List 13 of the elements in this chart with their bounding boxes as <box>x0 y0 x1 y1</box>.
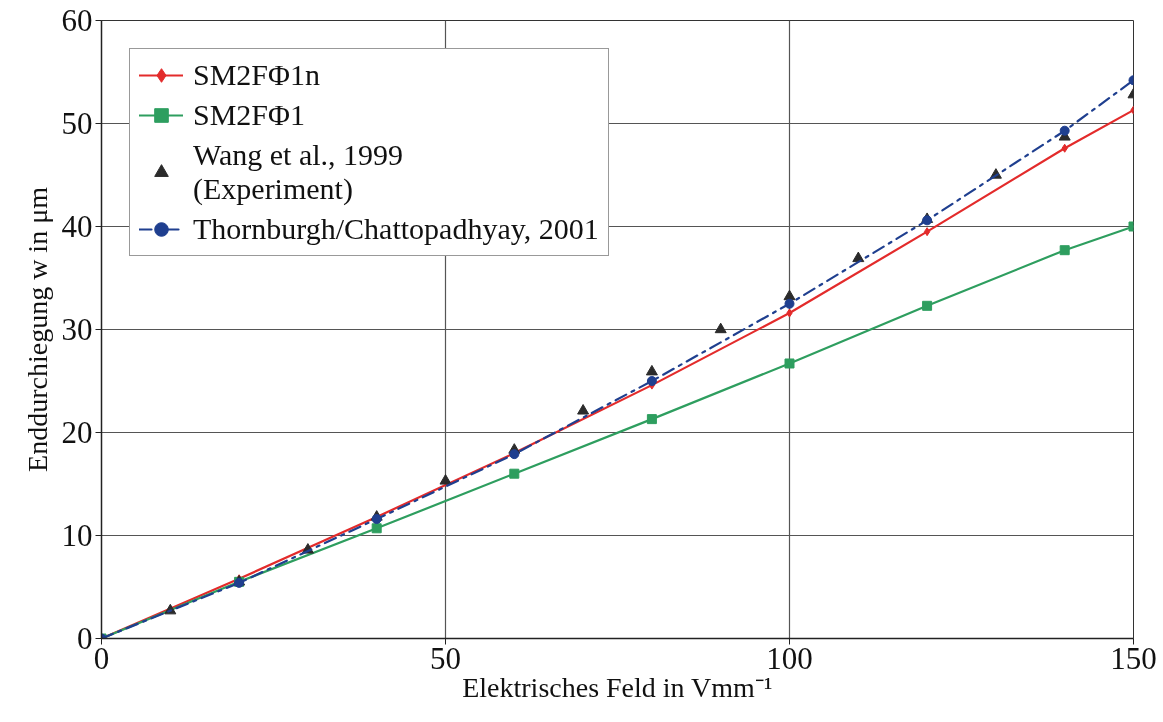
y-tick-label: 60 <box>61 3 93 38</box>
y-tick-label: 10 <box>61 518 93 553</box>
legend-label: Thornburgh/Chattopadhyay, 2001 <box>193 212 599 246</box>
legend-label: SM2FΦ1n <box>193 58 320 92</box>
x-tick-label: 50 <box>430 640 461 676</box>
y-tick-label: 20 <box>61 415 93 450</box>
y-tick-label: 30 <box>61 312 93 347</box>
y-axis-title: Enddurchiegung w in μm <box>21 186 53 472</box>
x-tick-label: 150 <box>1110 640 1157 676</box>
legend-label: Wang et al., 1999 (Experiment) <box>193 138 404 206</box>
y-tick-label: 40 <box>61 209 93 244</box>
legend-label: SM2FΦ1 <box>193 98 305 132</box>
y-tick-label: 50 <box>61 106 93 141</box>
